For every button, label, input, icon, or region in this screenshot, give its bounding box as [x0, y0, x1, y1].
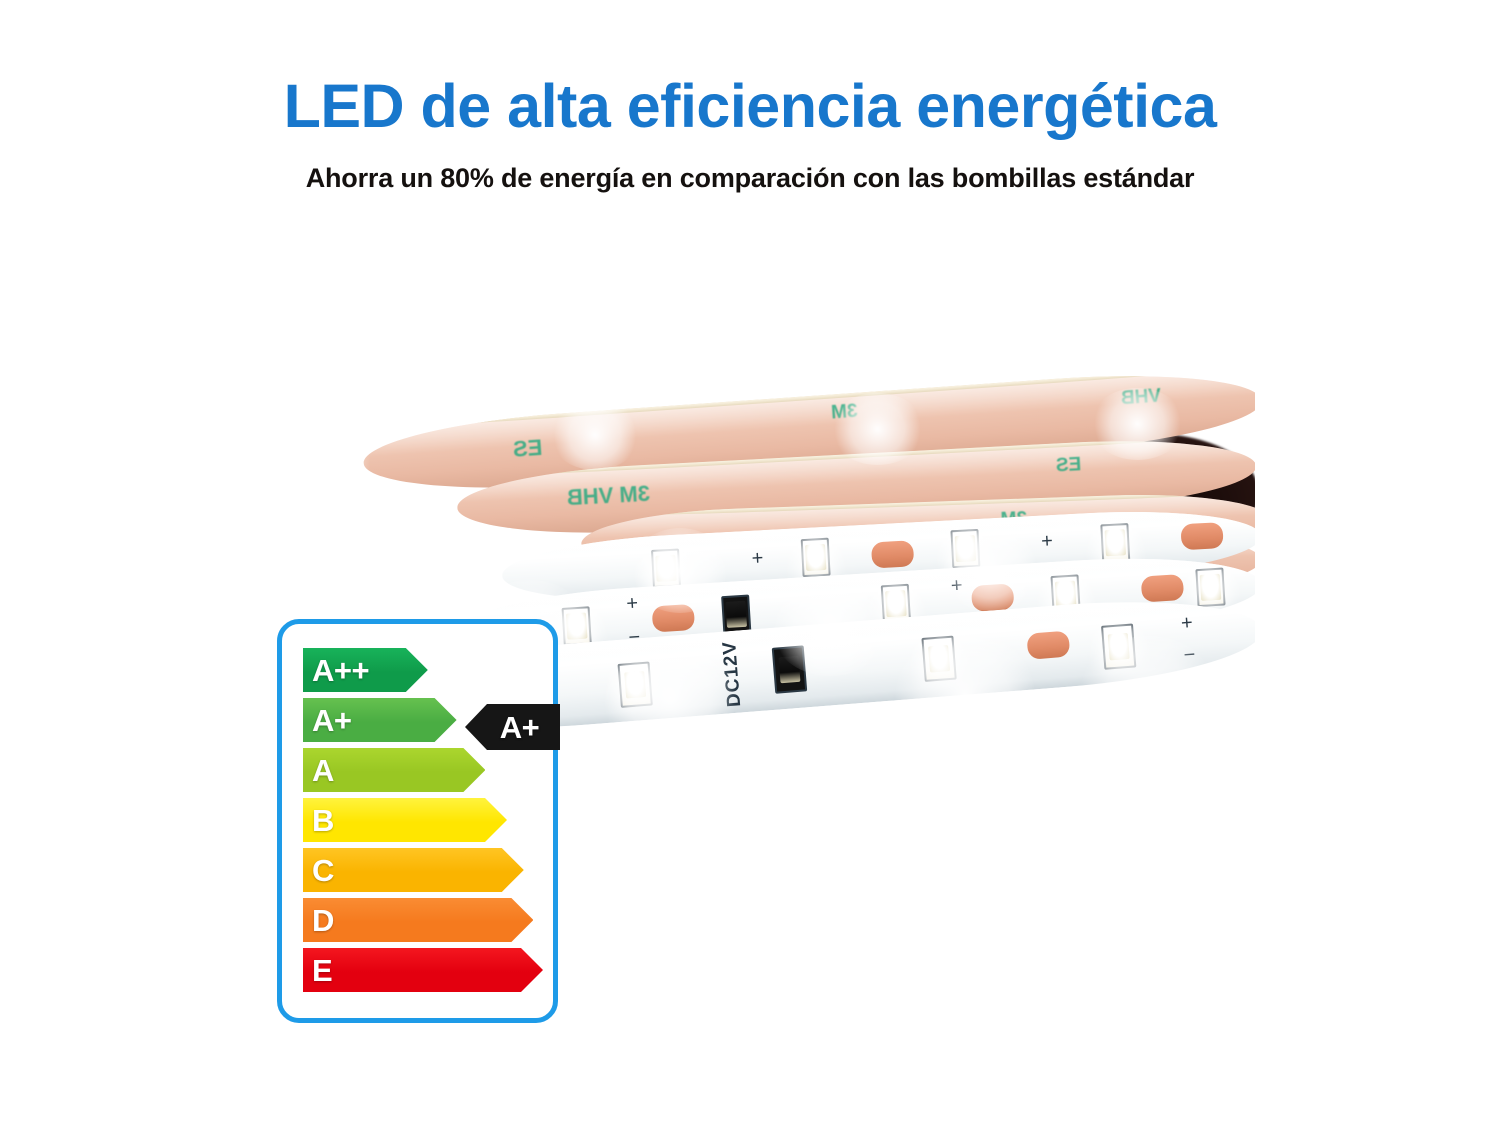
energy-class-bar: A++ [303, 648, 428, 692]
energy-class-label: A+ [312, 702, 352, 738]
adhesive-print-text: VHB [1120, 385, 1162, 410]
solder-pad [870, 540, 915, 569]
solder-pad [970, 583, 1015, 612]
energy-class-bar: D [303, 898, 533, 942]
selected-rating-badge: A+ [465, 704, 560, 750]
smd-led [800, 537, 831, 578]
smd-led-unlit [721, 594, 752, 635]
energy-class-bar: C [303, 848, 524, 892]
energy-class-label: E [312, 952, 333, 988]
energy-class-scale: A++ A+ A B C D E [303, 648, 543, 998]
solder-pad [1026, 630, 1071, 660]
selected-rating-label: A+ [499, 709, 540, 745]
energy-class-bar: B [303, 798, 507, 842]
energy-class-label: A [312, 752, 334, 788]
page-title: LED de alta eficiencia energética [283, 72, 1217, 140]
smd-led [617, 661, 653, 708]
energy-efficiency-label: A++ A+ A B C D E A+ [277, 619, 560, 1023]
smd-led [651, 548, 681, 588]
energy-class-label: C [312, 852, 334, 888]
energy-class-label: A++ [312, 652, 370, 688]
polarity-plus: + [1040, 529, 1054, 553]
polarity-minus: − [1182, 643, 1197, 667]
energy-class-bar: A+ [303, 698, 457, 742]
polarity-plus: + [625, 592, 639, 615]
adhesive-print-text: 3M VHB [566, 480, 651, 511]
adhesive-print-text: ES [512, 434, 544, 462]
solder-pad [1180, 522, 1224, 551]
polarity-plus: + [950, 574, 964, 598]
adhesive-print-text: 3M [830, 400, 859, 424]
smd-led [950, 528, 981, 569]
smd-led [561, 606, 592, 646]
energy-class-label: B [312, 802, 334, 838]
adhesive-print-text: ES [1055, 454, 1082, 477]
energy-class-bar: A [303, 748, 485, 792]
smd-led [921, 635, 957, 682]
polarity-plus: + [751, 547, 764, 570]
solder-pad [651, 603, 696, 633]
page-subtitle: Ahorra un 80% de energía en comparación … [305, 163, 1195, 193]
polarity-plus: + [1180, 611, 1194, 635]
smd-led-unlit [771, 645, 808, 694]
smd-led [1101, 623, 1137, 670]
energy-class-bar: E [303, 948, 543, 992]
energy-class-label: D [312, 902, 334, 938]
